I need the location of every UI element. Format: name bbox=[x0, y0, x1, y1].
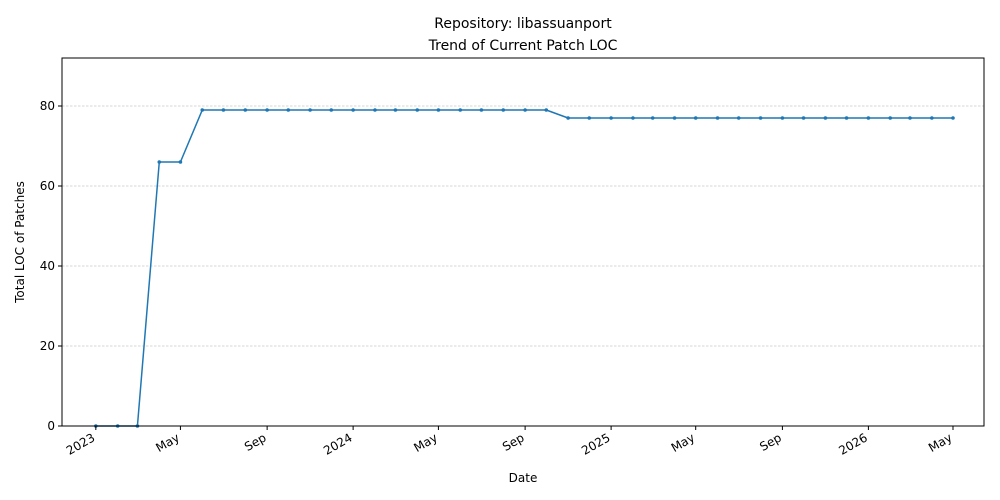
y-tick-label: 40 bbox=[40, 259, 55, 273]
data-point bbox=[631, 116, 635, 120]
data-point bbox=[265, 108, 269, 112]
y-axis-label: Total LOC of Patches bbox=[13, 181, 27, 304]
data-point bbox=[566, 116, 570, 120]
data-point bbox=[758, 116, 763, 120]
data-point bbox=[951, 116, 955, 120]
data-point bbox=[243, 108, 248, 112]
data-point bbox=[178, 160, 183, 164]
data-point bbox=[908, 116, 912, 120]
plot-frame bbox=[61, 57, 985, 427]
data-point bbox=[373, 108, 377, 112]
data-point bbox=[393, 108, 398, 112]
data-point bbox=[650, 116, 655, 120]
data-point bbox=[780, 116, 785, 120]
data-point bbox=[523, 108, 527, 112]
data-point bbox=[866, 116, 871, 120]
data-point bbox=[436, 108, 441, 112]
data-point bbox=[501, 108, 506, 112]
data-point bbox=[221, 108, 226, 112]
data-point bbox=[823, 116, 828, 120]
data-point bbox=[801, 116, 806, 120]
y-tick-label: 20 bbox=[40, 339, 55, 353]
data-point bbox=[587, 116, 592, 120]
y-tick-label: 60 bbox=[40, 179, 55, 193]
data-point bbox=[693, 116, 698, 120]
data-point bbox=[329, 108, 334, 112]
data-point bbox=[415, 108, 420, 112]
gridlines bbox=[62, 105, 984, 347]
data-point bbox=[308, 108, 312, 112]
data-point bbox=[479, 108, 484, 112]
data-point bbox=[458, 108, 463, 112]
data-point bbox=[351, 108, 355, 112]
chart-title-line2: Trend of Current Patch LOC bbox=[428, 38, 618, 54]
data-point bbox=[844, 116, 849, 120]
data-point bbox=[200, 108, 205, 112]
data-point bbox=[544, 108, 549, 112]
data-point bbox=[930, 116, 934, 120]
data-point bbox=[888, 116, 893, 120]
chart-title-line1: Repository: libassuanport bbox=[434, 16, 612, 32]
y-tick-label: 80 bbox=[40, 99, 55, 113]
y-tick-label: 0 bbox=[47, 419, 55, 433]
data-point bbox=[609, 116, 613, 120]
data-point bbox=[157, 160, 162, 164]
y-axis: 0 20 40 60 80 bbox=[40, 99, 62, 433]
data-point bbox=[672, 116, 677, 120]
data-point bbox=[736, 116, 741, 120]
x-axis-label: Date bbox=[509, 471, 538, 485]
plot-series bbox=[94, 108, 955, 428]
data-point bbox=[286, 108, 291, 112]
data-point bbox=[715, 116, 720, 120]
